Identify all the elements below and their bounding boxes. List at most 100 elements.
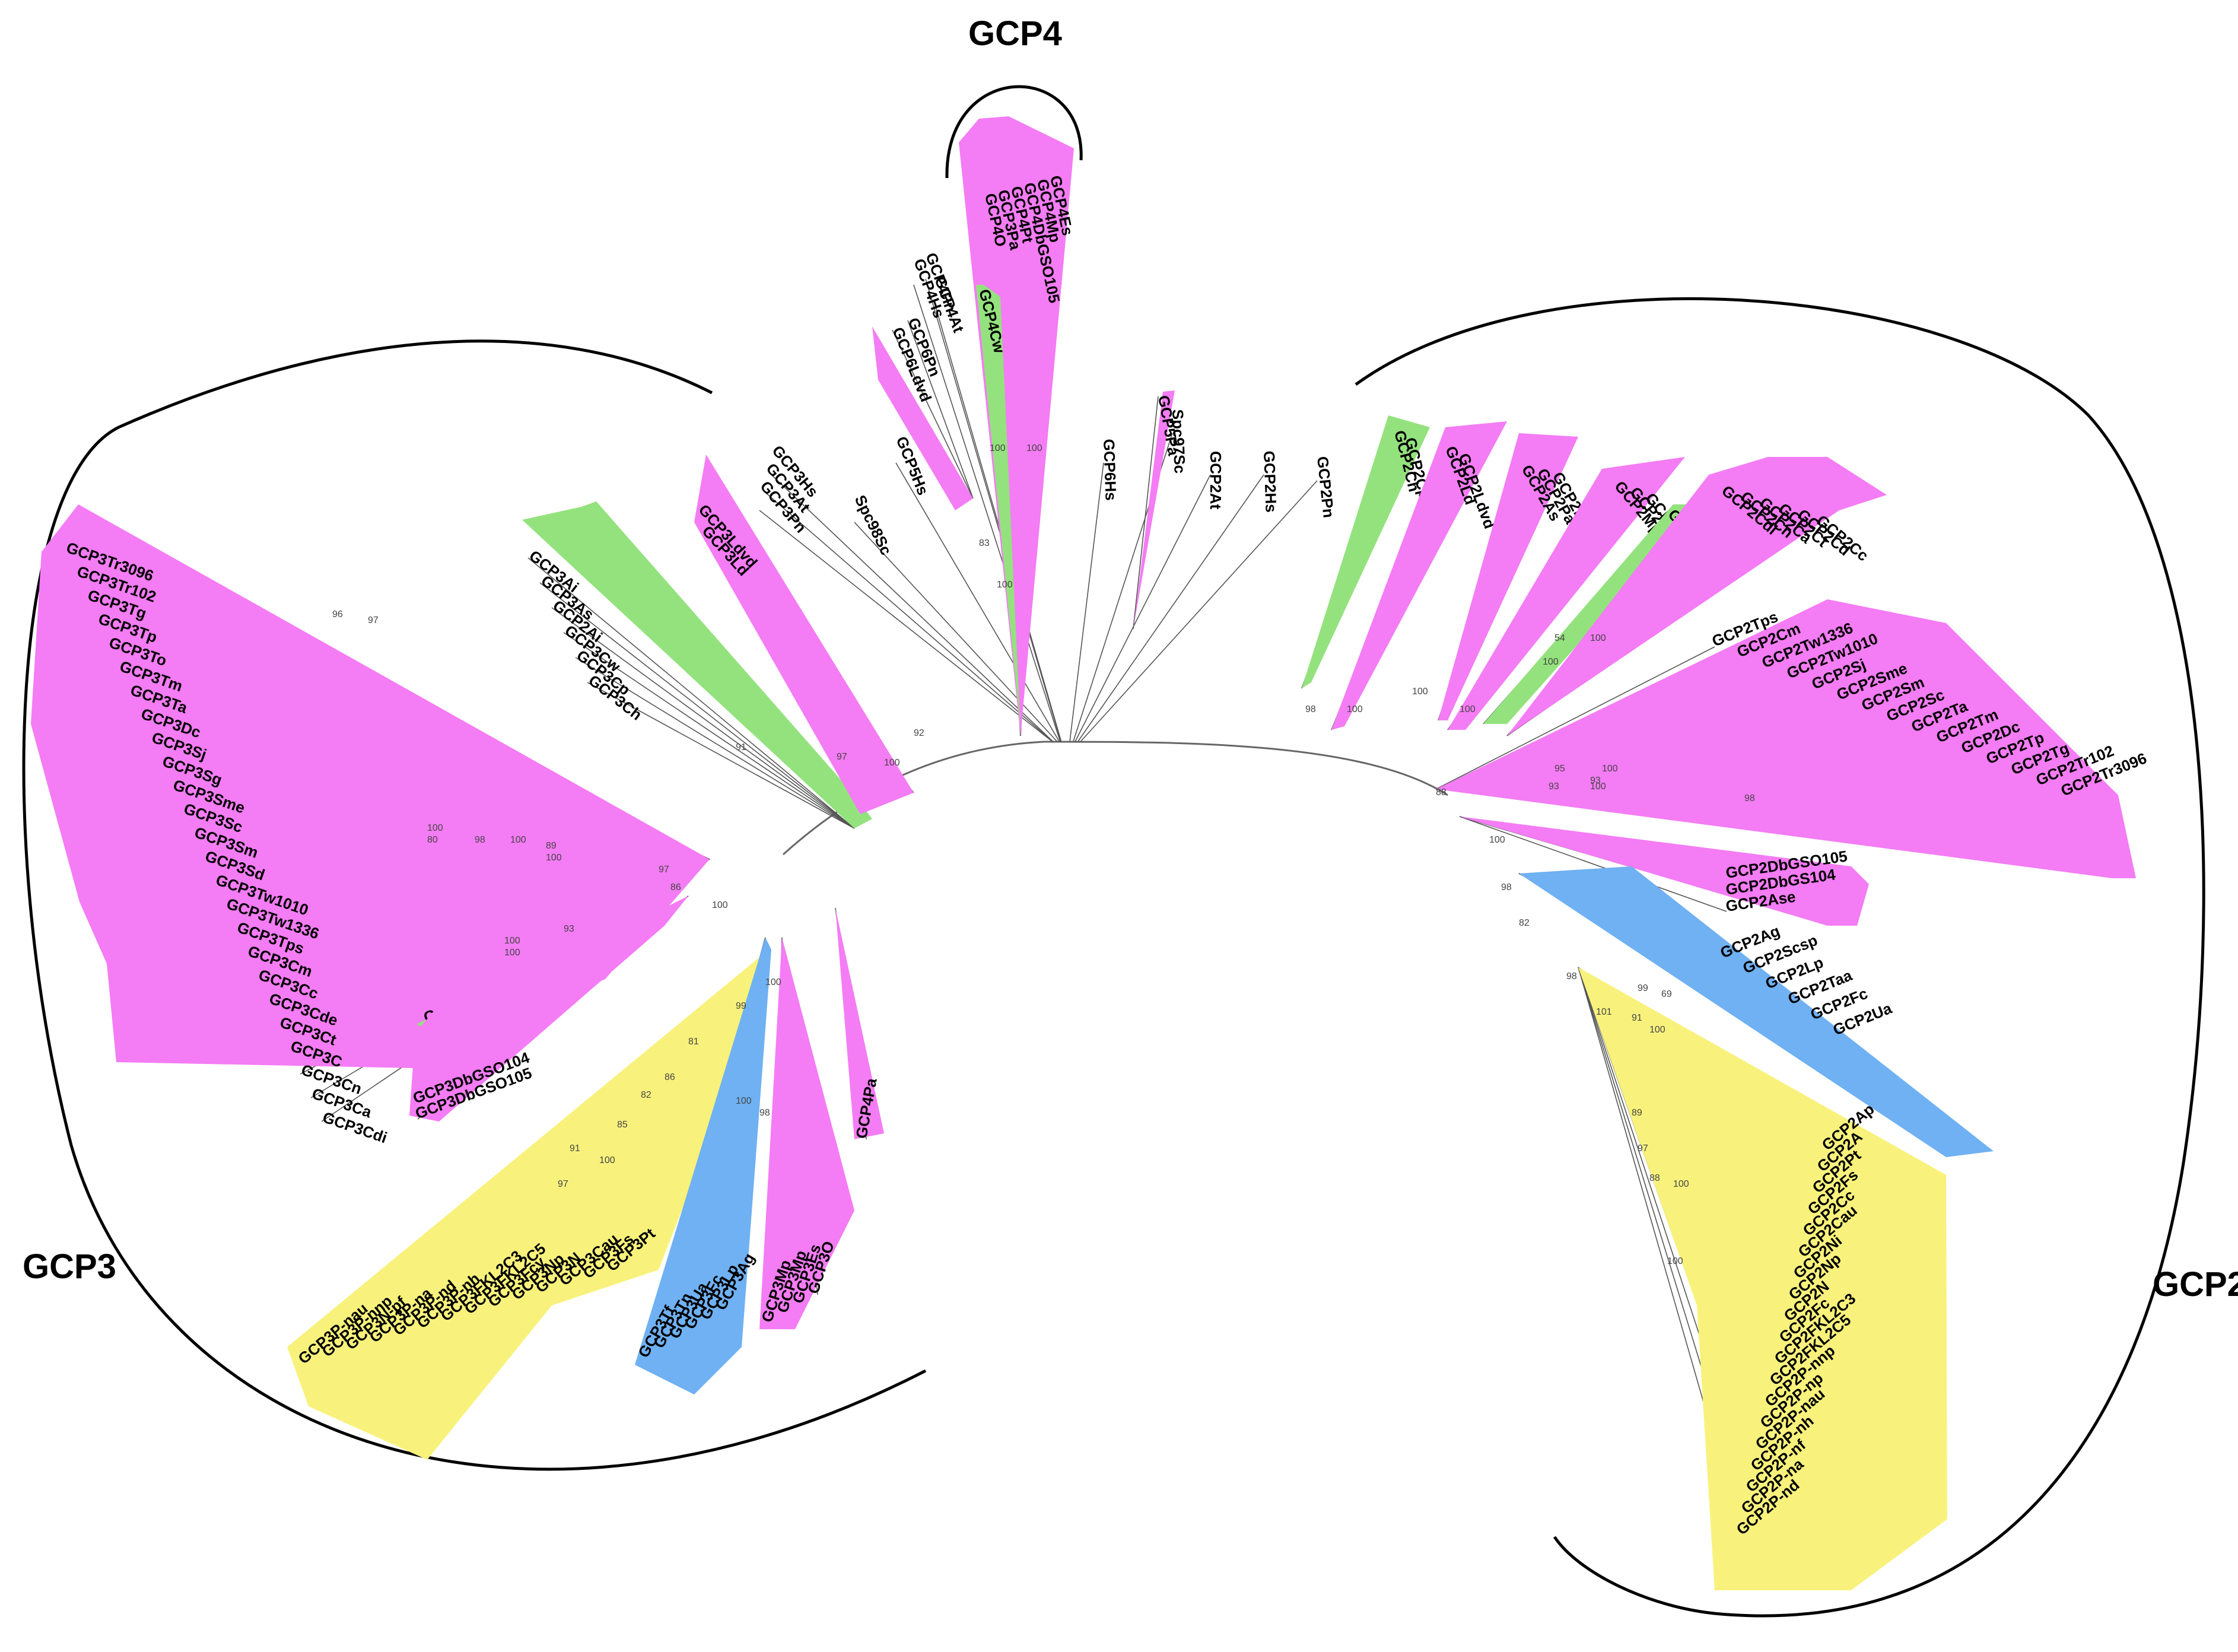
clade-highlight	[835, 908, 884, 1139]
bootstrap-value: 100	[1412, 687, 1428, 697]
bootstrap-value: 100	[546, 853, 562, 863]
clade-highlight	[976, 285, 1021, 730]
bootstrap-value: 100	[504, 936, 520, 946]
gcp2-yellow: GCP2ApGCP2AGCP2PtGCP2FsGCP2CcGCP2CauGCP2…	[1578, 967, 1947, 1590]
bootstrap-value: 100	[1649, 1025, 1665, 1035]
branch	[1077, 474, 1264, 742]
bootstrap-value: 101	[1596, 1007, 1612, 1017]
bootstrap-value: 97	[1638, 1143, 1648, 1154]
bootstrap-value: 54	[1554, 633, 1565, 643]
bootstrap-values: 96 97 100 80 98 100 89 100 97 100 93 100 86 100 91 97 92…	[332, 443, 1755, 1266]
gcp2-main-pink: GCP2TpsGCP2CmGCP2Tw1336GCP2Tw1010GCP2SjG…	[1436, 599, 2149, 878]
bootstrap-value: 81	[688, 1037, 699, 1047]
bootstrap-value: 91	[736, 742, 746, 752]
clade-highlight	[959, 116, 1074, 736]
gcp4pa-pink: GCP4Pa	[835, 908, 884, 1140]
bootstrap-value: 100	[1667, 1256, 1683, 1266]
bootstrap-value: 98	[475, 835, 485, 845]
branch	[575, 657, 855, 829]
bootstrap-value: 100	[510, 835, 526, 845]
clade-highlight	[1460, 817, 1869, 926]
bootstrap-value: 96	[332, 609, 343, 620]
bootstrap-value: 97	[837, 752, 847, 762]
branch	[527, 557, 855, 829]
branch	[907, 320, 974, 499]
bootstrap-value: 100	[1489, 835, 1505, 845]
branch	[771, 474, 1054, 742]
branch	[913, 284, 1061, 742]
bootstrap-value: 97	[659, 865, 669, 875]
bootstrap-value: 100	[884, 758, 900, 768]
gcp4-bracket	[945, 85, 1083, 179]
clade-highlight	[1438, 433, 1578, 720]
bootstrap-value: 86	[665, 1072, 675, 1082]
leaf-label: GCP2Hs	[1260, 450, 1280, 513]
bootstrap-value: 88	[1649, 1173, 1660, 1183]
bootstrap-value: 97	[368, 615, 379, 625]
bootstrap-value: 100	[1026, 443, 1042, 453]
branch	[1133, 396, 1159, 630]
branch	[854, 522, 1058, 742]
clade-highlight	[287, 949, 769, 1460]
clade-highlight	[694, 455, 914, 814]
bootstrap-value: 100	[1543, 657, 1559, 667]
branch	[765, 492, 1054, 742]
clade-highlight	[1331, 421, 1507, 730]
branch	[551, 607, 855, 829]
clade-highlight	[1302, 415, 1430, 688]
bootstrap-value: 85	[617, 1120, 628, 1130]
clade-highlight	[522, 501, 872, 828]
branch	[1069, 462, 1104, 742]
bootstrap-value: 93	[1590, 776, 1601, 786]
bootstrap-value: 97	[558, 1179, 568, 1189]
leaf-label: GCP6Hs	[1100, 439, 1120, 501]
gcp3-caption: GCP3	[23, 1247, 116, 1286]
gcp5pa-pink: GCP5Pa	[1133, 390, 1183, 629]
bootstrap-value: 98	[1305, 704, 1316, 714]
clade-highlight	[1133, 390, 1175, 629]
bootstrap-value: 82	[641, 1090, 651, 1100]
bootstrap-value: 98	[759, 1108, 770, 1118]
bootstrap-value: 93	[564, 924, 574, 934]
branch	[1459, 816, 1727, 912]
clade-highlight	[872, 326, 973, 510]
bootstrap-value: 99	[1638, 983, 1648, 993]
bootstrap-value: 89	[1632, 1108, 1642, 1118]
bootstrap-value: 100	[712, 900, 728, 910]
bootstrap-value: 100	[990, 443, 1006, 453]
branch	[759, 510, 1053, 742]
bootstrap-value: 99	[736, 1001, 746, 1011]
gcp3-yellow: GCP3P-nauGCP3P-nnpGCP3N-pfGCP3P-naGCP3P-…	[287, 949, 769, 1460]
bootstrap-value: 100	[1347, 704, 1363, 714]
bootstrap-value: 100	[997, 580, 1013, 590]
branch	[563, 632, 855, 829]
gcp3-bracket	[22, 339, 927, 1471]
clade-highlight	[1519, 866, 1994, 1157]
bootstrap-value: 83	[979, 538, 990, 548]
bootstrap-value: 69	[1661, 989, 1672, 999]
bootstrap-value: 89	[546, 841, 557, 851]
clade-highlight	[1448, 457, 1685, 730]
bootstrap-value: 98	[1744, 793, 1755, 803]
bootstrap-value: 100	[765, 977, 781, 987]
branch	[539, 582, 855, 829]
branch	[934, 302, 1062, 742]
bootstrap-value: 91	[1632, 1013, 1642, 1023]
bootstrap-value: 92	[914, 728, 924, 738]
clade-highlight	[635, 938, 771, 1394]
clade-highlight	[759, 938, 854, 1329]
clade-highlight	[1507, 457, 1887, 736]
bootstrap-value: 95	[1554, 764, 1565, 774]
leaf-label: Spc97Sc	[1169, 409, 1189, 474]
branch	[587, 682, 855, 829]
bootstrap-value: 80	[427, 835, 438, 845]
gcp4-caption: GCP4	[968, 14, 1062, 53]
gcp3-main-pink: GCP3Tr3096GCP3Tr102GCP3TgGCP3TpGCP3ToGCP…	[31, 504, 710, 1146]
branch	[1435, 646, 1715, 790]
bootstrap-value: 93	[1549, 781, 1559, 792]
bootstrap-value: 91	[570, 1143, 580, 1154]
bootstrap-value: 100	[504, 948, 520, 958]
